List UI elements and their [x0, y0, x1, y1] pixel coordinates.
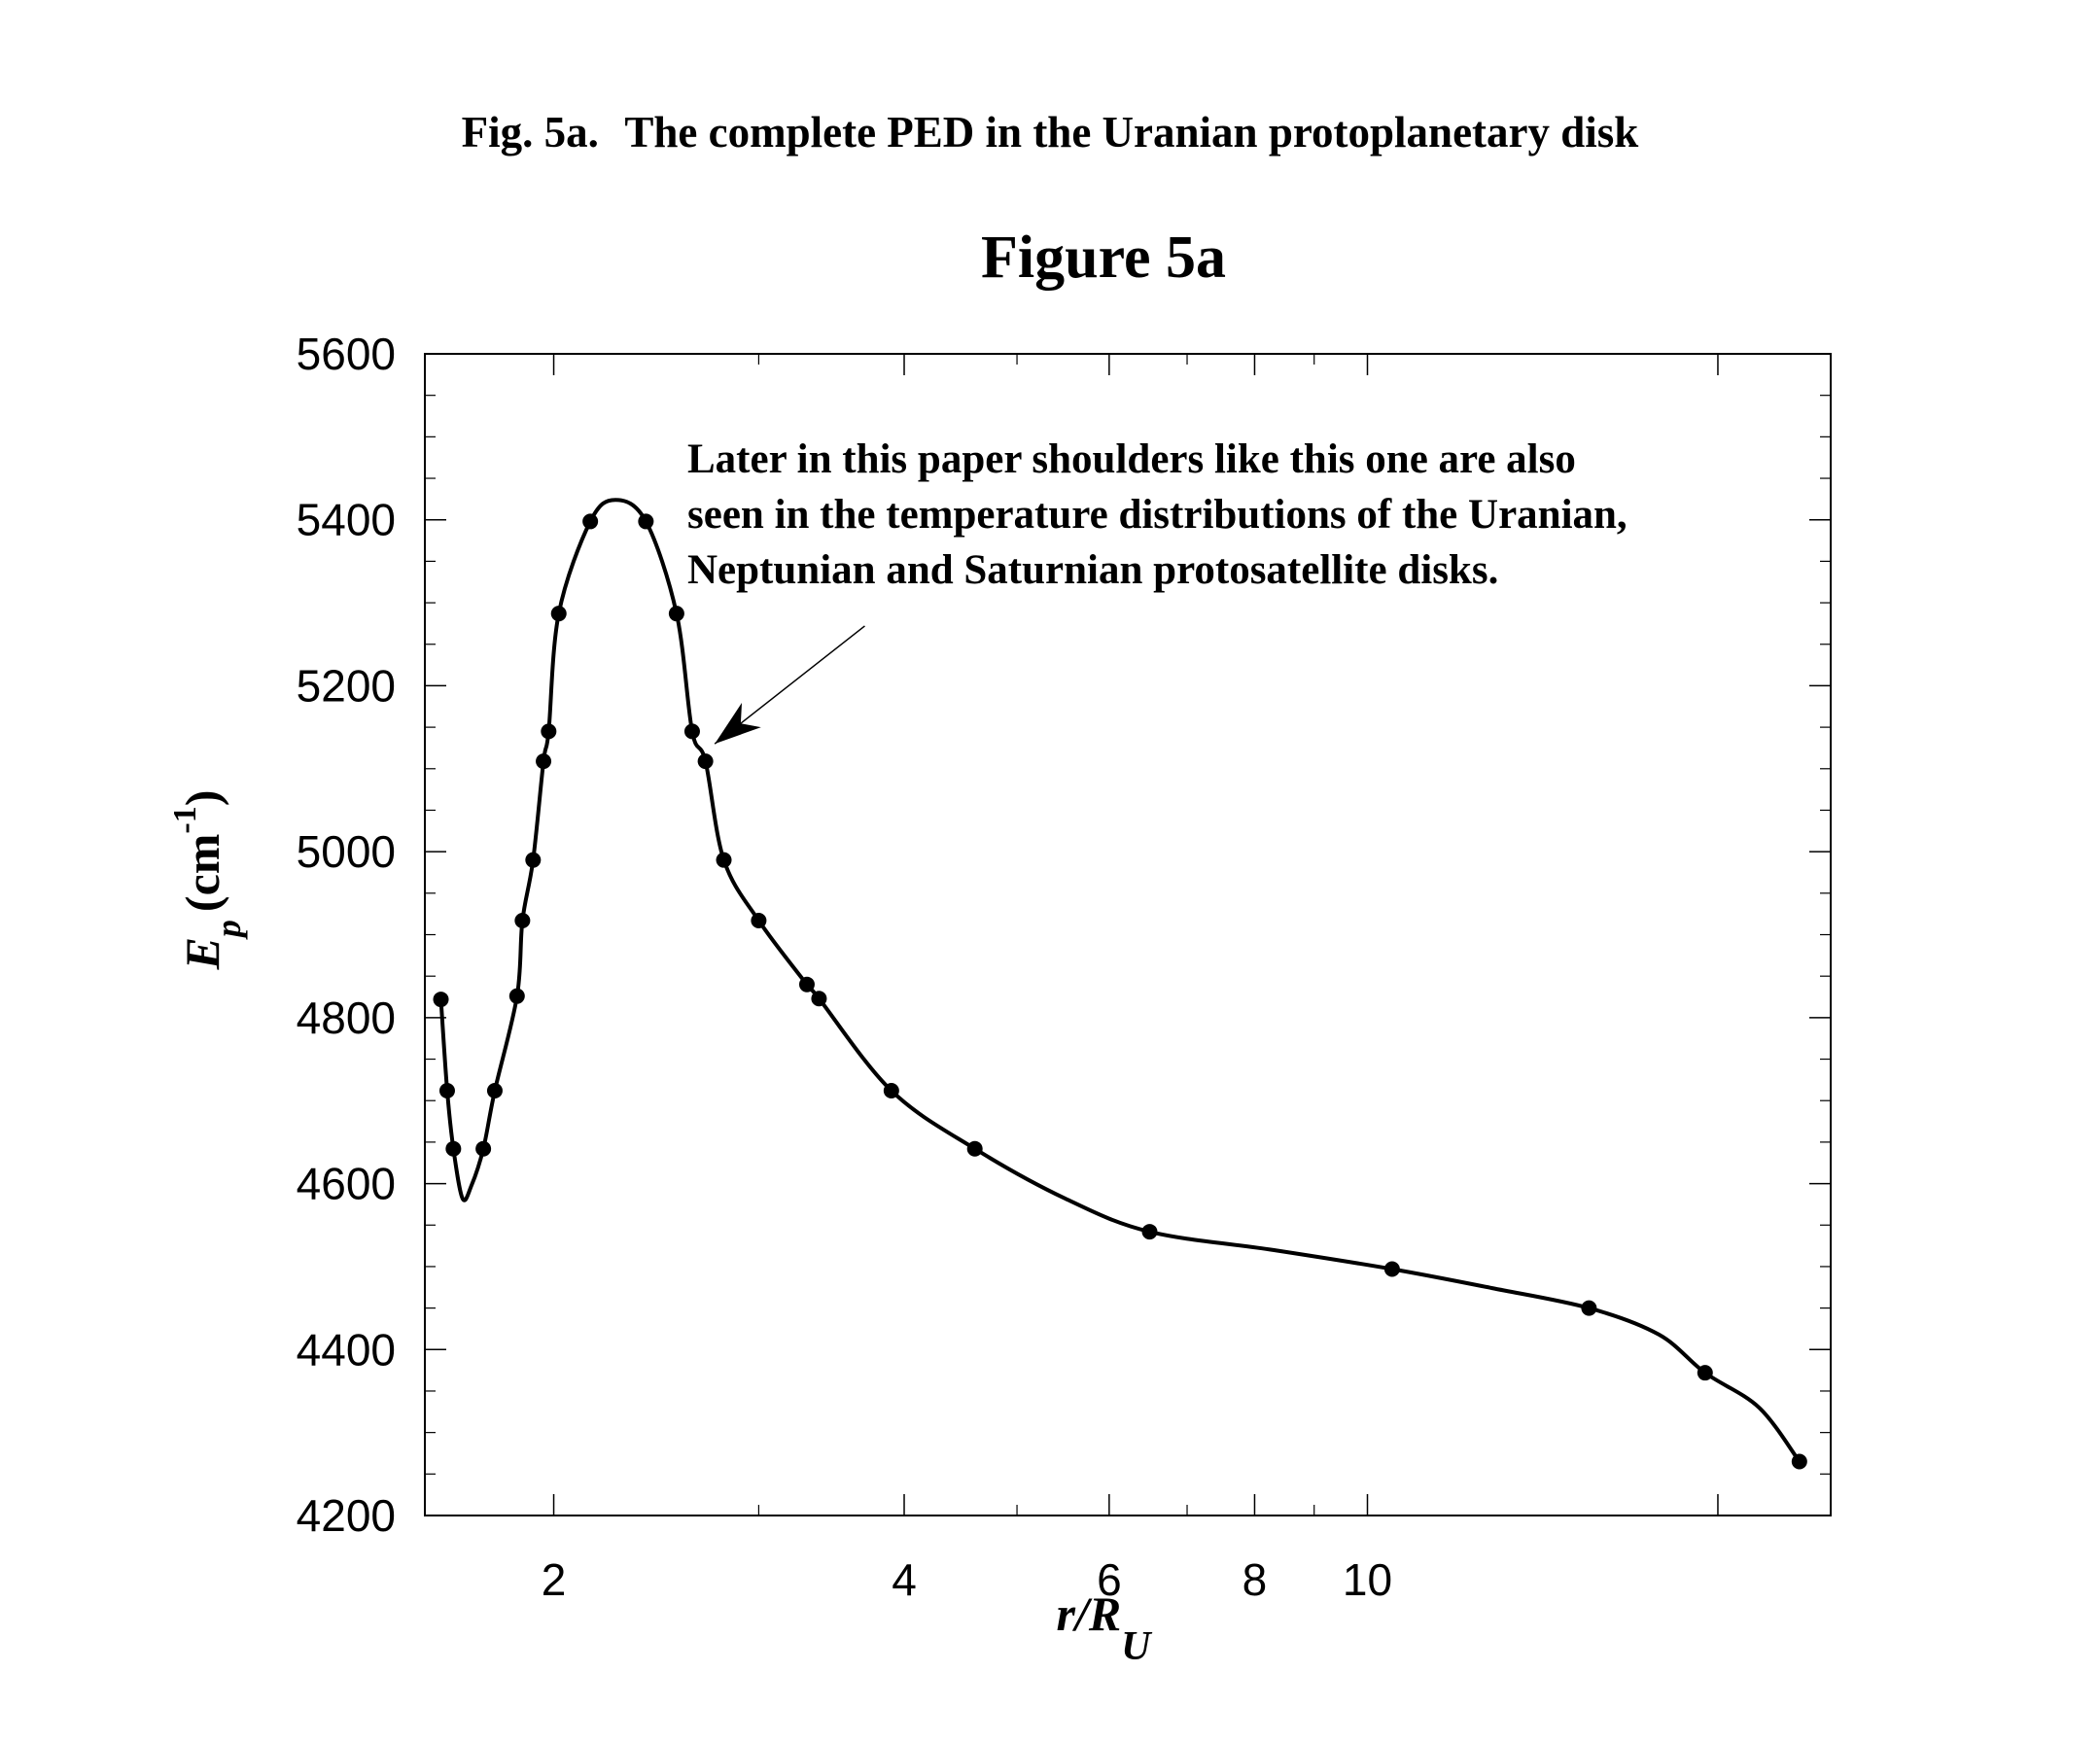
data-point: [582, 513, 599, 530]
data-point: [1581, 1300, 1597, 1316]
caption-text: The complete PED in the Uranian protopla…: [624, 108, 1639, 157]
data-point: [486, 1082, 503, 1098]
x-tick-label: 4: [892, 1554, 917, 1605]
data-point: [883, 1082, 899, 1098]
data-point: [683, 723, 700, 740]
y-axis-label-unit-sup: -1: [167, 806, 203, 833]
data-point: [697, 753, 714, 770]
data-point: [1141, 1224, 1158, 1240]
series-points: [433, 513, 1807, 1470]
y-tick-label: 4400: [297, 1324, 396, 1375]
y-tick-label: 5000: [297, 826, 396, 877]
y-axis-label-sub: p: [209, 920, 248, 940]
x-tick-label: 8: [1242, 1554, 1268, 1605]
y-tick-label: 5400: [297, 495, 396, 545]
y-tick-labels: 4200 4400 4600 4800 5000 5200 5400 5600: [297, 329, 396, 1541]
annotation-line-1: Later in this paper shoulders like this …: [687, 436, 1576, 482]
data-point: [811, 991, 827, 1007]
data-point: [751, 912, 767, 928]
x-tick-label: 10: [1343, 1554, 1392, 1605]
y-tick-label: 5200: [297, 660, 396, 711]
data-point: [508, 988, 525, 1004]
data-point: [966, 1140, 983, 1157]
data-point: [536, 753, 552, 770]
y-tick-label: 5600: [297, 329, 396, 379]
data-point: [1697, 1365, 1713, 1381]
data-point: [668, 606, 684, 622]
y-axis-label: Ep (cm-1): [167, 790, 248, 971]
y-axis-label-unit-open: (cm: [175, 834, 229, 913]
data-point: [438, 1082, 455, 1098]
data-point: [433, 992, 449, 1008]
y-axis-label-group: Ep (cm-1): [167, 790, 248, 971]
data-point: [716, 852, 732, 868]
data-point: [514, 912, 531, 928]
x-axis-label: r/RU: [1056, 1586, 1153, 1669]
data-point: [525, 852, 542, 868]
data-point: [475, 1140, 492, 1157]
data-point: [638, 513, 654, 530]
y-axis-label-main: E: [175, 937, 229, 970]
data-point: [1383, 1261, 1400, 1277]
data-point: [541, 723, 557, 740]
y-tick-label: 4800: [297, 993, 396, 1043]
chart-title: Figure 5a: [981, 225, 1226, 291]
x-tick-labels: 2 4 6 8 10: [542, 1554, 1392, 1605]
axis-ticks: [425, 353, 1831, 1516]
data-point: [798, 976, 815, 993]
annotation-line-3: Neptunian and Saturnian protosatellite d…: [687, 547, 1498, 593]
annotation-arrow-head: [715, 702, 761, 745]
series-line: [438, 498, 1802, 1463]
x-tick-label: 6: [1097, 1554, 1122, 1605]
x-axis-label-sub: U: [1121, 1624, 1153, 1669]
data-point: [445, 1140, 462, 1157]
y-tick-label: 4600: [297, 1159, 396, 1209]
data-point: [550, 606, 567, 622]
data-point: [1791, 1453, 1807, 1470]
y-tick-label: 4200: [297, 1490, 396, 1541]
annotation: Later in this paper shoulders like this …: [687, 436, 1628, 745]
caption-label: Fig. 5a.: [461, 108, 599, 157]
x-tick-label: 2: [542, 1554, 567, 1605]
annotation-line-2: seen in the temperature distributions of…: [687, 492, 1628, 538]
figure-caption: Fig. 5a. The complete PED in the Uranian…: [0, 107, 2100, 157]
y-axis-label-unit-close: ): [175, 790, 229, 807]
x-axis-label-main: r/R: [1056, 1586, 1121, 1641]
